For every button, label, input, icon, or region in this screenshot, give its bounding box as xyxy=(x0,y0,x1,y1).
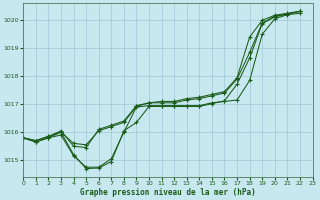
X-axis label: Graphe pression niveau de la mer (hPa): Graphe pression niveau de la mer (hPa) xyxy=(80,188,256,197)
